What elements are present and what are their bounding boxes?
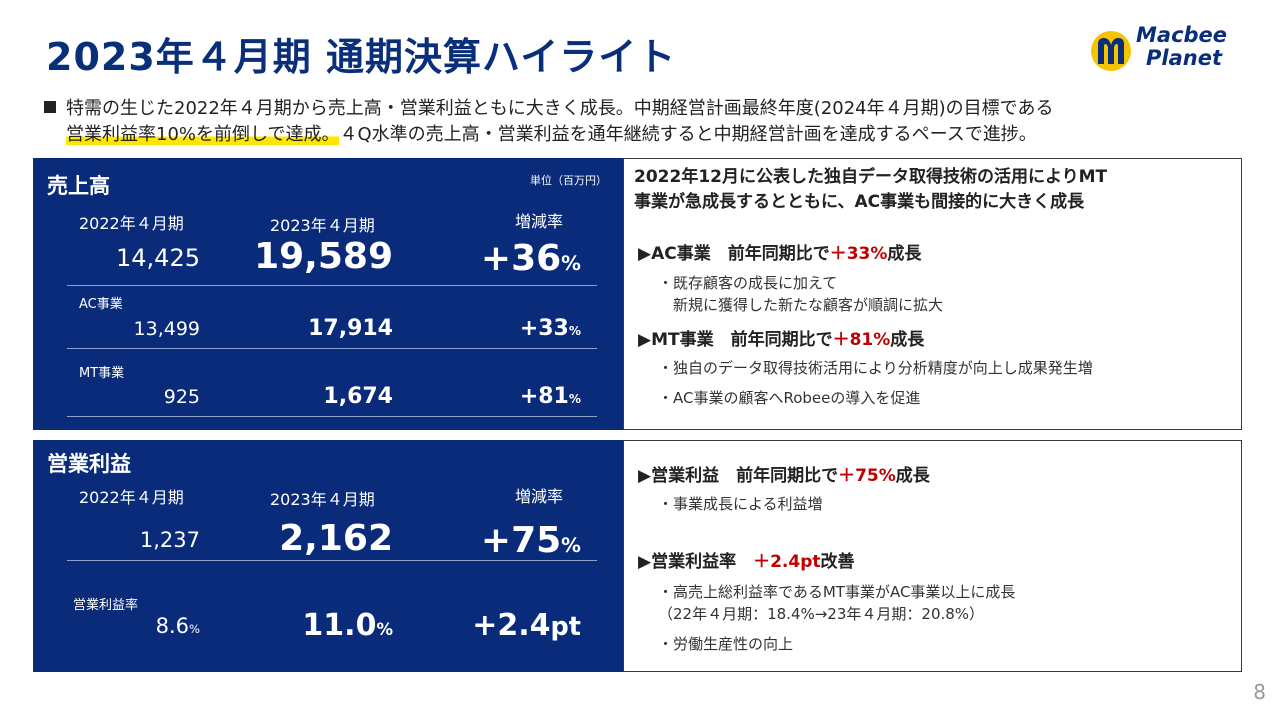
- profit-title: 営業利益: [47, 452, 131, 476]
- logo-text: Macbee Planet: [1136, 24, 1227, 70]
- sales-total-rate: +36%: [480, 238, 581, 279]
- sales-ac-label: AC事業: [79, 297, 123, 312]
- ac-growth-detail: ・既存顧客の成長に加えて 新規に獲得した新たな顧客が順調に拡大: [658, 274, 944, 314]
- sales-col-prev: 2022年４月期: [79, 214, 184, 233]
- profit-total-prev: 1,237: [139, 528, 200, 552]
- sales-ac-cur: 17,914: [308, 316, 393, 341]
- sales-ac-rate: +33%: [519, 316, 581, 341]
- profit-commentary-box: ▶営業利益 前年同期比で＋75%成長 ・事業成長による利益増 ▶営業利益率 ＋2…: [623, 440, 1242, 672]
- profit-col-prev: 2022年４月期: [79, 488, 184, 507]
- sales-title: 売上高: [47, 174, 110, 198]
- profit-col-cur: 2023年４月期: [270, 490, 375, 509]
- divider: [67, 560, 597, 561]
- divider: [67, 348, 597, 349]
- logo-mark-icon: [1091, 31, 1131, 71]
- mt-growth-detail-2: ・AC事業の顧客へRobeeの導入を促進: [658, 389, 921, 407]
- profit-margin-label: 営業利益率: [73, 598, 139, 613]
- profit-panel: 営業利益 2022年４月期 2023年４月期 増減率 1,237 2,162 +…: [33, 440, 623, 672]
- logo-line1: Macbee: [1136, 23, 1228, 47]
- profit-total-rate: +75%: [480, 520, 581, 561]
- intro-text: 特需の生じた2022年４月期から売上高・営業利益ともに大きく成長。中期経営計画最…: [44, 96, 1244, 148]
- intro-line1: 特需の生じた2022年４月期から売上高・営業利益ともに大きく成長。中期経営計画最…: [66, 98, 1054, 119]
- profit-margin-cur: 11.0%: [302, 608, 393, 643]
- profit-margin-rate: +2.4pt: [472, 608, 581, 643]
- logo-line2: Planet: [1146, 46, 1222, 70]
- divider: [67, 285, 597, 286]
- profit-col-rate: 増減率: [515, 487, 564, 506]
- sales-mt-rate: +81%: [519, 384, 581, 409]
- sales-total-cur: 19,589: [254, 236, 393, 277]
- margin-growth-detail-2: ・労働生産性の向上: [658, 635, 794, 653]
- sales-col-rate: 増減率: [515, 212, 564, 231]
- sales-mt-label: MT事業: [79, 366, 125, 381]
- profit-total-cur: 2,162: [279, 518, 393, 559]
- page-title: 2023年４月期 通期決算ハイライト: [46, 35, 677, 79]
- sales-total-prev: 14,425: [116, 244, 200, 272]
- mt-growth-detail-1: ・独自のデータ取得技術活用により分析精度が向上し成果発生増: [658, 359, 1093, 377]
- sales-panel: 売上高 単位（百万円） 2022年４月期 2023年４月期 増減率 14,425…: [33, 158, 623, 430]
- sales-unit: 単位（百万円）: [530, 174, 607, 187]
- profit-margin-prev: 8.6%: [155, 614, 200, 638]
- op-growth-detail: ・事業成長による利益増: [658, 495, 823, 513]
- square-bullet-icon: [44, 101, 56, 113]
- sales-col-cur: 2023年４月期: [270, 216, 375, 235]
- page-number: 8: [1253, 680, 1266, 704]
- margin-growth-detail-1: ・高売上総利益率であるMT事業がAC事業以上に成長 （22年４月期：18.4%→…: [658, 583, 1016, 623]
- company-logo: Macbee Planet: [1088, 22, 1248, 78]
- intro-line2: ４Q水準の売上高・営業利益を通年継続すると中期経営計画を達成するペースで進捗。: [339, 124, 1037, 145]
- sales-ac-prev: 13,499: [133, 318, 200, 340]
- ac-growth-bullet: ▶AC事業 前年同期比で＋33%成長: [638, 244, 922, 264]
- op-growth-bullet: ▶営業利益 前年同期比で＋75%成長: [638, 466, 930, 486]
- intro-highlight: 営業利益率10%を前倒しで達成。: [66, 124, 340, 145]
- sales-commentary-heading: 2022年12月に公表した独自データ取得技術の活用によりMT 事業が急成長すると…: [634, 167, 1108, 212]
- sales-commentary-box: 2022年12月に公表した独自データ取得技術の活用によりMT 事業が急成長すると…: [623, 158, 1242, 430]
- sales-mt-prev: 925: [163, 386, 200, 408]
- margin-growth-bullet: ▶営業利益率 ＋2.4pt改善: [638, 552, 855, 572]
- sales-mt-cur: 1,674: [323, 384, 393, 409]
- divider: [67, 416, 597, 417]
- mt-growth-bullet: ▶MT事業 前年同期比で＋81%成長: [638, 330, 925, 350]
